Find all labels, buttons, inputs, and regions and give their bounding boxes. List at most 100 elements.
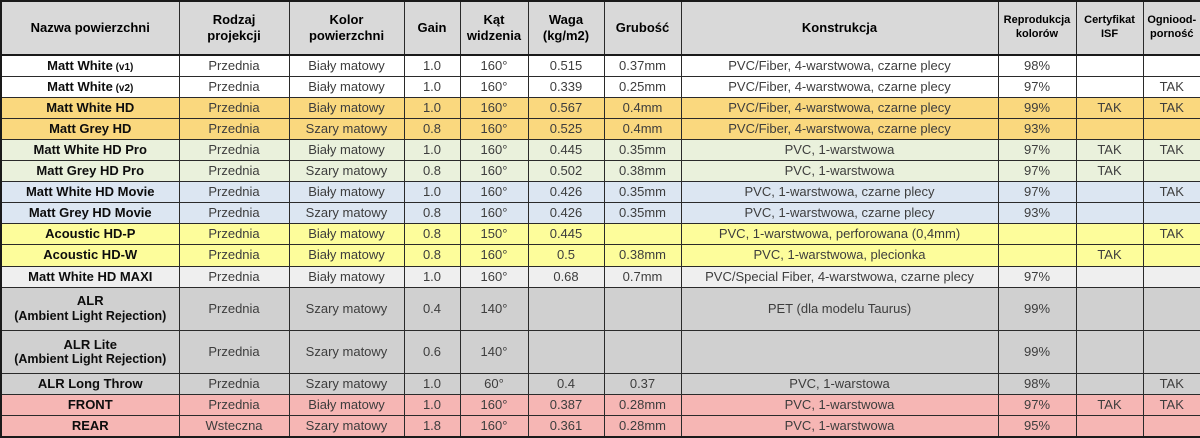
cell-isf: TAK	[1075, 96, 1144, 119]
cell-fire	[1142, 286, 1200, 331]
surface-name: Acoustic HD-P	[45, 226, 136, 242]
cell-projection: Przednia	[178, 160, 290, 183]
table-row: Matt White HD Przednia Biały matowy 1.0 160°…	[0, 96, 1200, 119]
cell-repro	[997, 244, 1077, 267]
cell-fire: TAK	[1142, 394, 1200, 417]
cell-thickness: 0.35mm	[603, 202, 682, 225]
cell-angle: 60°	[459, 373, 529, 396]
surface-name: Matt White	[47, 57, 113, 73]
column-header-fire: Ogniood- porność	[1142, 0, 1200, 56]
cell-thickness: 0.28mm	[603, 394, 682, 417]
cell-fire	[1142, 117, 1200, 140]
cell-fire: TAK	[1142, 181, 1200, 204]
cell-projection: Przednia	[178, 202, 290, 225]
cell-gain: 1.0	[403, 96, 461, 119]
cell-construction: PET (dla modelu Taurus)	[680, 286, 999, 331]
cell-thickness: 0.7mm	[603, 265, 682, 288]
cell-angle: 160°	[459, 117, 529, 140]
cell-construction: PVC, 1-warstwowa, plecionka	[680, 244, 999, 267]
cell-fire	[1142, 244, 1200, 267]
column-header-angle: Kąt widzenia	[459, 0, 529, 56]
cell-projection: Przednia	[178, 138, 290, 162]
cell-gain: 0.6	[403, 329, 461, 375]
table-row: ALR (Ambient Light Rejection) Przednia Szar…	[0, 286, 1200, 331]
cell-isf	[1075, 223, 1144, 246]
cell-weight: 0.445	[527, 138, 605, 162]
cell-isf: TAK	[1075, 160, 1144, 183]
cell-repro: 97%	[997, 160, 1077, 183]
cell-projection: Przednia	[178, 244, 290, 267]
cell-name: Matt Grey HD Pro	[0, 160, 180, 183]
surface-name: ALR Long Throw	[37, 376, 143, 392]
cell-angle: 160°	[459, 394, 529, 417]
cell-fire: TAK	[1142, 138, 1200, 162]
cell-repro: 98%	[997, 373, 1077, 396]
table-row: Matt White HD Pro Przednia Biały matowy 1.0…	[0, 138, 1200, 162]
table-row: Matt White (v1) Przednia Biały matowy 1.0 16…	[0, 54, 1200, 77]
cell-thickness	[603, 286, 682, 331]
cell-angle: 160°	[459, 54, 529, 77]
cell-angle: 160°	[459, 75, 529, 98]
cell-projection: Przednia	[178, 286, 290, 331]
cell-weight: 0.567	[527, 96, 605, 119]
cell-angle: 160°	[459, 138, 529, 162]
cell-thickness: 0.35mm	[603, 138, 682, 162]
table-row: Matt Grey HD Przednia Szary matowy 0.8 160° 0…	[0, 117, 1200, 140]
cell-name: Matt White (v1)	[0, 54, 180, 77]
surface-name-line2: (Ambient Light Rejection)	[14, 351, 167, 366]
cell-angle: 140°	[459, 329, 529, 375]
column-header-thickness: Grubość	[603, 0, 682, 56]
cell-color: Szary matowy	[288, 329, 405, 375]
table-row: ALR Long Throw Przednia Szary matowy 1.0 60°…	[0, 373, 1200, 396]
cell-weight	[527, 286, 605, 331]
cell-angle: 160°	[459, 244, 529, 267]
cell-angle: 160°	[459, 160, 529, 183]
cell-repro: 97%	[997, 265, 1077, 288]
cell-thickness: 0.35mm	[603, 181, 682, 204]
cell-fire	[1142, 54, 1200, 77]
surface-name: Matt White	[47, 78, 113, 94]
cell-angle: 160°	[459, 202, 529, 225]
cell-weight: 0.4	[527, 373, 605, 396]
cell-construction: PVC, 1-warstwowa, czarne plecy	[680, 181, 999, 204]
cell-fire	[1142, 329, 1200, 375]
cell-weight: 0.387	[527, 394, 605, 417]
cell-color: Szary matowy	[288, 286, 405, 331]
surface-name: ALR Lite	[63, 336, 117, 352]
cell-isf	[1075, 117, 1144, 140]
cell-color: Szary matowy	[288, 117, 405, 140]
cell-construction: PVC/Fiber, 4-warstwowa, czarne plecy	[680, 117, 999, 140]
table-row: FRONT Przednia Biały matowy 1.0 160° 0.387 0.2…	[0, 394, 1200, 417]
table-row: Matt Grey HD Movie Przednia Szary matowy 0.…	[0, 202, 1200, 225]
cell-construction	[680, 329, 999, 375]
surface-name-suffix: (v2)	[112, 82, 134, 94]
table-row: Matt White HD Movie Przednia Biały matowy 1…	[0, 181, 1200, 204]
cell-gain: 1.0	[403, 75, 461, 98]
cell-repro: 97%	[997, 75, 1077, 98]
cell-isf	[1075, 202, 1144, 225]
cell-construction: PVC, 1-warstwowa	[680, 138, 999, 162]
cell-weight	[527, 329, 605, 375]
column-header-isf: Certyfikat ISF	[1075, 0, 1144, 56]
cell-weight: 0.525	[527, 117, 605, 140]
cell-fire: TAK	[1142, 75, 1200, 98]
cell-construction: PVC, 1-warstwowa, perforowana (0,4mm)	[680, 223, 999, 246]
cell-fire	[1142, 265, 1200, 288]
cell-gain: 0.8	[403, 244, 461, 267]
cell-repro: 93%	[997, 202, 1077, 225]
cell-weight: 0.68	[527, 265, 605, 288]
cell-name: REAR	[0, 415, 180, 438]
cell-angle: 160°	[459, 265, 529, 288]
cell-weight: 0.502	[527, 160, 605, 183]
cell-color: Szary matowy	[288, 160, 405, 183]
cell-isf	[1075, 75, 1144, 98]
cell-angle: 150°	[459, 223, 529, 246]
cell-thickness: 0.37mm	[603, 54, 682, 77]
cell-color: Biały matowy	[288, 75, 405, 98]
cell-repro: 99%	[997, 286, 1077, 331]
cell-color: Biały matowy	[288, 54, 405, 77]
cell-isf	[1075, 329, 1144, 375]
cell-gain: 0.8	[403, 160, 461, 183]
cell-color: Biały matowy	[288, 138, 405, 162]
table-row: Acoustic HD-P Przednia Biały matowy 0.8 150°…	[0, 223, 1200, 246]
